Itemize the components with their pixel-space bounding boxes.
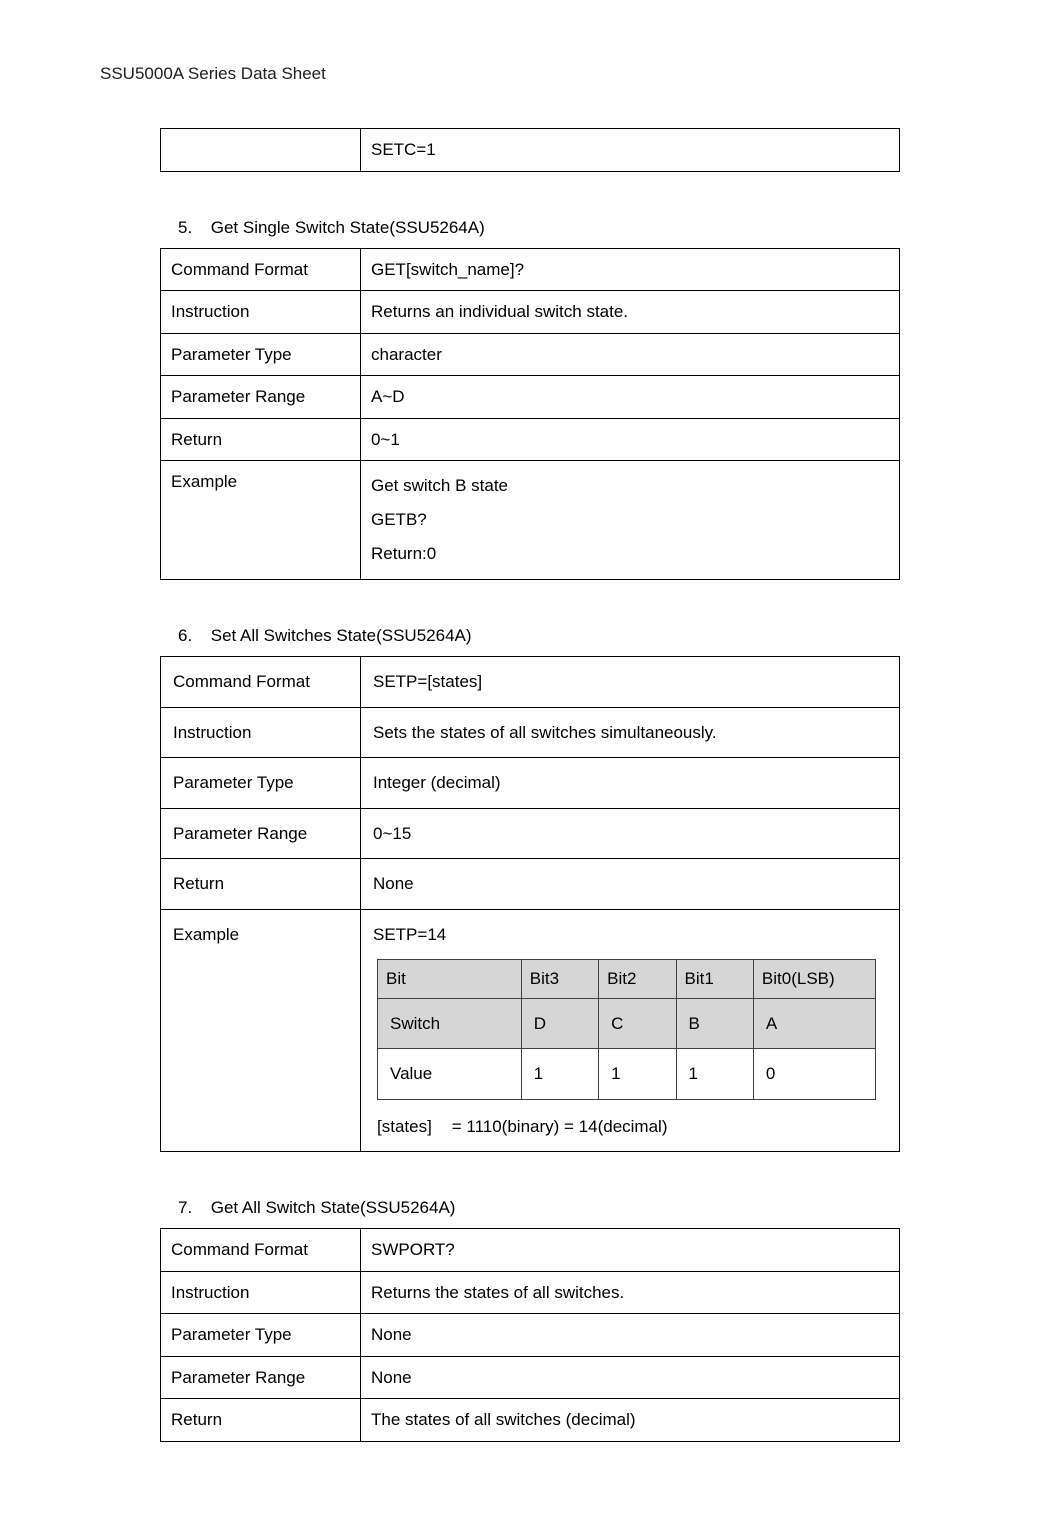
bits-cell: 1: [521, 1049, 598, 1100]
section-7-table: Command Format SWPORT? Instruction Retur…: [160, 1228, 900, 1442]
table-row: Return The states of all switches (decim…: [161, 1399, 900, 1442]
table-row: Parameter Type character: [161, 333, 900, 376]
states-note-value: = 1110(binary) = 14(decimal): [452, 1117, 668, 1136]
bits-header-cell: Bit3: [521, 960, 598, 999]
cell-value: The states of all switches (decimal): [361, 1399, 900, 1442]
bits-switch-row: Switch D C B A: [378, 998, 876, 1049]
table-row: SETC=1: [161, 129, 900, 172]
cell-value: None: [361, 859, 900, 910]
cell-label: Instruction: [161, 707, 361, 758]
page: SSU5000A Series Data Sheet SETC=1 5. Get…: [0, 0, 1060, 1522]
section-heading: Set All Switches State(SSU5264A): [211, 626, 472, 645]
cell-value: 0~1: [361, 418, 900, 461]
page-header: SSU5000A Series Data Sheet: [100, 64, 960, 84]
table-row: Parameter Type None: [161, 1314, 900, 1357]
section-number: 5.: [178, 218, 206, 238]
cell-label: Return: [161, 1399, 361, 1442]
cell-label: Return: [161, 418, 361, 461]
cell-label: Example: [161, 461, 361, 580]
cell-label: Parameter Type: [161, 1314, 361, 1357]
section-number: 6.: [178, 626, 206, 646]
table-row: Command Format SWPORT?: [161, 1229, 900, 1272]
cell-label: Instruction: [161, 291, 361, 334]
cell-value: character: [361, 333, 900, 376]
bits-cell: 1: [676, 1049, 753, 1100]
section-5-table: Command Format GET[switch_name]? Instruc…: [160, 248, 900, 581]
cell-label: Command Format: [161, 657, 361, 708]
cell-label: Example: [161, 909, 361, 1152]
section-heading: Get Single Switch State(SSU5264A): [211, 218, 485, 237]
table-row: Parameter Range A~D: [161, 376, 900, 419]
table-row: Return 0~1: [161, 418, 900, 461]
states-note-label: [states]: [377, 1114, 447, 1140]
table-row: Command Format GET[switch_name]?: [161, 248, 900, 291]
top-fragment-table: SETC=1: [160, 128, 900, 172]
top-fragment-left: [161, 129, 361, 172]
cell-value: SWPORT?: [361, 1229, 900, 1272]
bits-cell: Switch: [378, 998, 522, 1049]
table-row: Example SETP=14 Bit Bit3 Bit2 Bit1 Bit0(…: [161, 909, 900, 1152]
bits-cell: C: [599, 998, 676, 1049]
cell-value: Returns an individual switch state.: [361, 291, 900, 334]
cell-value: 0~15: [361, 808, 900, 859]
bits-value-row: Value 1 1 1 0: [378, 1049, 876, 1100]
table-row: Command Format SETP=[states]: [161, 657, 900, 708]
table-row: Instruction Returns the states of all sw…: [161, 1271, 900, 1314]
example-line: Return:0: [371, 537, 889, 571]
table-row: Parameter Range 0~15: [161, 808, 900, 859]
table-row: Instruction Sets the states of all switc…: [161, 707, 900, 758]
table-row: Instruction Returns an individual switch…: [161, 291, 900, 334]
cell-label: Parameter Type: [161, 758, 361, 809]
bits-cell: B: [676, 998, 753, 1049]
bits-cell: Value: [378, 1049, 522, 1100]
section-6-title: 6. Set All Switches State(SSU5264A): [178, 626, 900, 646]
cell-value: GET[switch_name]?: [361, 248, 900, 291]
cell-label: Parameter Type: [161, 333, 361, 376]
cell-value: Sets the states of all switches simultan…: [361, 707, 900, 758]
cell-value: Integer (decimal): [361, 758, 900, 809]
example-line: GETB?: [371, 503, 889, 537]
bits-cell: A: [753, 998, 875, 1049]
section-7-title: 7. Get All Switch State(SSU5264A): [178, 1198, 900, 1218]
cell-label: Parameter Range: [161, 1356, 361, 1399]
bits-cell: 1: [599, 1049, 676, 1100]
table-row: Parameter Range None: [161, 1356, 900, 1399]
cell-value: SETP=[states]: [361, 657, 900, 708]
section-6-table: Command Format SETP=[states] Instruction…: [160, 656, 900, 1152]
cell-label: Parameter Range: [161, 376, 361, 419]
table-row: Return None: [161, 859, 900, 910]
section-5-title: 5. Get Single Switch State(SSU5264A): [178, 218, 900, 238]
example-top-line: SETP=14: [373, 922, 887, 948]
cell-label: Command Format: [161, 248, 361, 291]
cell-value: None: [361, 1314, 900, 1357]
cell-label: Return: [161, 859, 361, 910]
section-heading: Get All Switch State(SSU5264A): [211, 1198, 456, 1217]
table-row: Parameter Type Integer (decimal): [161, 758, 900, 809]
bits-header-cell: Bit2: [599, 960, 676, 999]
cell-label: Parameter Range: [161, 808, 361, 859]
cell-label: Instruction: [161, 1271, 361, 1314]
cell-value: SETP=14 Bit Bit3 Bit2 Bit1 Bit0(LSB): [361, 909, 900, 1152]
top-fragment-right: SETC=1: [361, 129, 900, 172]
bits-cell: 0: [753, 1049, 875, 1100]
states-note: [states] = 1110(binary) = 14(decimal): [377, 1114, 887, 1140]
bits-header-cell: Bit0(LSB): [753, 960, 875, 999]
cell-label: Command Format: [161, 1229, 361, 1272]
section-number: 7.: [178, 1198, 206, 1218]
example-line: Get switch B state: [371, 469, 889, 503]
cell-value: A~D: [361, 376, 900, 419]
bits-header-cell: Bit: [378, 960, 522, 999]
bits-cell: D: [521, 998, 598, 1049]
bits-table: Bit Bit3 Bit2 Bit1 Bit0(LSB) Switch D C …: [377, 959, 876, 1100]
cell-value: Returns the states of all switches.: [361, 1271, 900, 1314]
table-row: Example Get switch B state GETB? Return:…: [161, 461, 900, 580]
content-area: SETC=1 5. Get Single Switch State(SSU526…: [160, 128, 900, 1442]
bits-header-row: Bit Bit3 Bit2 Bit1 Bit0(LSB): [378, 960, 876, 999]
cell-value: None: [361, 1356, 900, 1399]
cell-value: Get switch B state GETB? Return:0: [361, 461, 900, 580]
bits-header-cell: Bit1: [676, 960, 753, 999]
